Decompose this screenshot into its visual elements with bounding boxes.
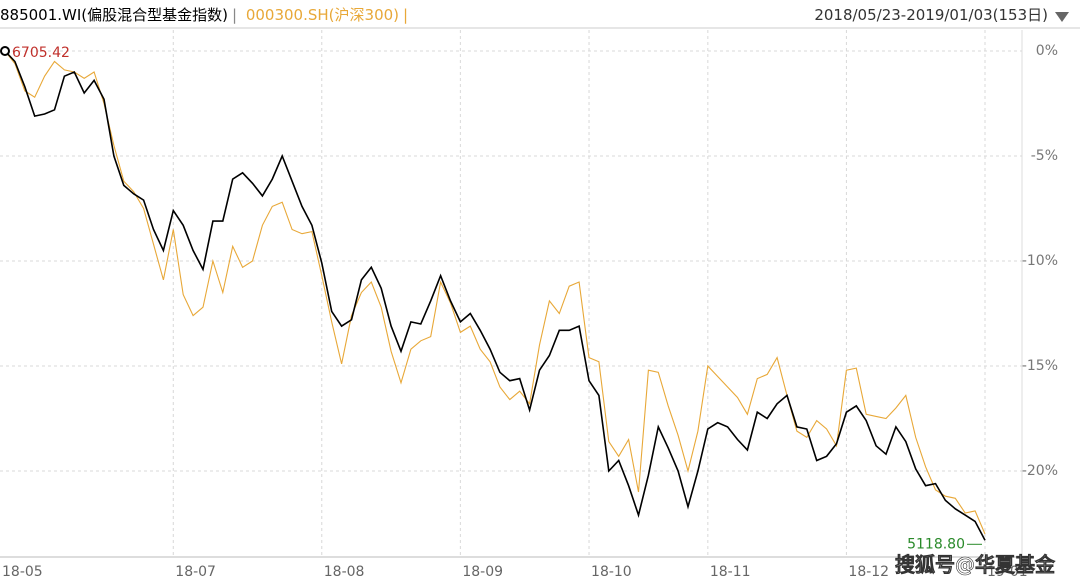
start-label: 6705.42 (12, 45, 70, 61)
separator: | (232, 6, 238, 24)
start-marker (0, 46, 10, 56)
x-tick-label: 18-10 (591, 564, 632, 580)
dropdown-arrow[interactable] (1055, 12, 1069, 22)
y-tick-label: -5% (1031, 148, 1058, 164)
x-tick-label: 18-08 (324, 564, 365, 580)
x-tick-label: 18-12 (848, 564, 889, 580)
x-tick-label: 19-01 (987, 564, 1028, 580)
y-tick-label: 0% (1036, 43, 1058, 59)
y-tick-label: -20% (1022, 463, 1058, 479)
date-range[interactable]: 2018/05/23-2019/01/03(153日) (814, 6, 1048, 24)
x-tick-label: 18-09 (462, 564, 503, 580)
x-tick-label: 18-05 (2, 564, 43, 580)
y-tick-label: -10% (1022, 253, 1058, 269)
legend-entry: 885001.WI(偏股混合型基金指数) (0, 6, 228, 24)
header: 885001.WI(偏股混合型基金指数) | 000300.SH(沪深300) | … (0, 4, 1080, 28)
separator: | (403, 6, 409, 24)
series-line (4, 50, 986, 535)
watermark: 搜狐号@华夏基金 (895, 553, 1056, 577)
legend-entry: 000300.SH(沪深300) (245, 6, 400, 24)
x-tick-label: 18-07 (175, 564, 216, 580)
end-label: 5118.80 (907, 536, 965, 552)
x-tick-label: 18-11 (710, 564, 751, 580)
y-tick-label: -15% (1022, 358, 1058, 374)
series-line (4, 50, 986, 541)
